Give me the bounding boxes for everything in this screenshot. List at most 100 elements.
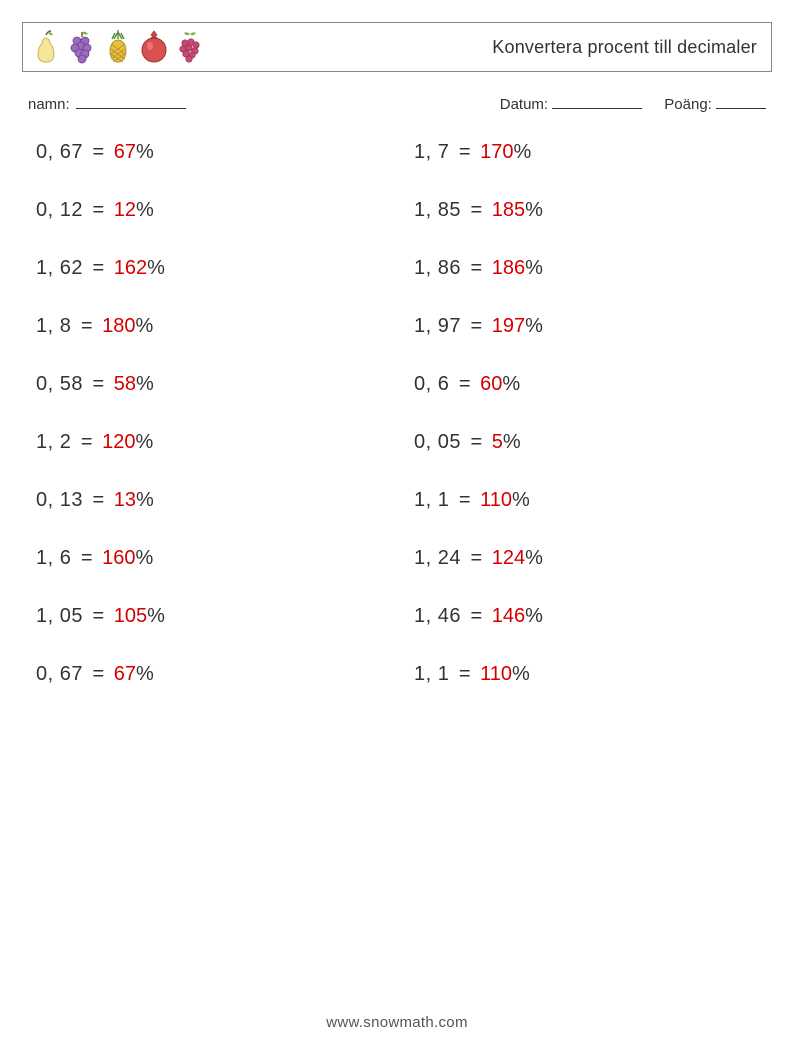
- decimal-value: 0, 6: [414, 373, 449, 395]
- percent-sign: %: [503, 431, 521, 453]
- percent-sign: %: [512, 663, 530, 685]
- equals-sign: =: [87, 257, 110, 279]
- decimal-value: 1, 97: [414, 315, 461, 337]
- answer-value: 67: [114, 663, 136, 685]
- date-label: Datum:: [500, 96, 548, 113]
- decimal-value: 1, 05: [36, 605, 83, 627]
- problems-grid: 0, 67 = 67%1, 7 = 170%0, 12 = 12%1, 85 =…: [22, 141, 772, 686]
- percent-sign: %: [525, 547, 543, 569]
- equals-sign: =: [465, 199, 488, 221]
- problem-cell: 0, 67 = 67%: [36, 141, 394, 164]
- percent-sign: %: [136, 489, 154, 511]
- equals-sign: =: [87, 141, 110, 163]
- decimal-value: 1, 62: [36, 257, 83, 279]
- info-line: namn: Datum: Poäng:: [22, 94, 772, 113]
- equals-sign: =: [453, 373, 476, 395]
- grapes-icon: [67, 29, 97, 65]
- answer-value: 67: [114, 141, 136, 163]
- decimal-value: 0, 05: [414, 431, 461, 453]
- header-bar: Konvertera procent till decimaler: [22, 22, 772, 72]
- answer-value: 13: [114, 489, 136, 511]
- answer-value: 58: [114, 373, 136, 395]
- problem-cell: 1, 97 = 197%: [414, 315, 772, 338]
- answer-value: 120: [102, 431, 135, 453]
- answer-value: 197: [492, 315, 525, 337]
- percent-sign: %: [502, 373, 520, 395]
- problem-cell: 1, 7 = 170%: [414, 141, 772, 164]
- pomegranate-icon: [139, 29, 169, 65]
- score-field: Poäng:: [664, 94, 766, 113]
- answer-value: 110: [480, 663, 512, 685]
- percent-sign: %: [136, 547, 154, 569]
- percent-sign: %: [514, 141, 532, 163]
- problem-cell: 0, 67 = 67%: [36, 663, 394, 686]
- answer-value: 12: [114, 199, 136, 221]
- equals-sign: =: [465, 547, 488, 569]
- page-title: Konvertera procent till decimaler: [492, 37, 757, 58]
- equals-sign: =: [465, 315, 488, 337]
- footer-url: www.snowmath.com: [0, 1014, 794, 1031]
- answer-value: 162: [114, 257, 147, 279]
- equals-sign: =: [87, 489, 110, 511]
- problem-cell: 1, 05 = 105%: [36, 605, 394, 628]
- problem-cell: 0, 58 = 58%: [36, 373, 394, 396]
- equals-sign: =: [465, 257, 488, 279]
- percent-sign: %: [525, 605, 543, 627]
- problem-cell: 0, 12 = 12%: [36, 199, 394, 222]
- answer-value: 105: [114, 605, 147, 627]
- percent-sign: %: [525, 199, 543, 221]
- equals-sign: =: [75, 431, 98, 453]
- percent-sign: %: [136, 199, 154, 221]
- decimal-value: 1, 46: [414, 605, 461, 627]
- name-field: namn:: [28, 94, 186, 113]
- problem-cell: 1, 46 = 146%: [414, 605, 772, 628]
- problem-cell: 1, 24 = 124%: [414, 547, 772, 570]
- equals-sign: =: [465, 431, 488, 453]
- answer-value: 60: [480, 373, 502, 395]
- problem-cell: 1, 85 = 185%: [414, 199, 772, 222]
- answer-value: 5: [492, 431, 503, 453]
- decimal-value: 0, 13: [36, 489, 83, 511]
- equals-sign: =: [87, 605, 110, 627]
- percent-sign: %: [147, 257, 165, 279]
- equals-sign: =: [75, 547, 98, 569]
- problem-cell: 1, 86 = 186%: [414, 257, 772, 280]
- problem-cell: 1, 2 = 120%: [36, 431, 394, 454]
- answer-value: 160: [102, 547, 135, 569]
- problem-cell: 1, 8 = 180%: [36, 315, 394, 338]
- equals-sign: =: [453, 141, 476, 163]
- problem-cell: 0, 6 = 60%: [414, 373, 772, 396]
- decimal-value: 1, 7: [414, 141, 449, 163]
- percent-sign: %: [136, 373, 154, 395]
- decimal-value: 1, 85: [414, 199, 461, 221]
- answer-value: 170: [480, 141, 513, 163]
- date-blank: [552, 94, 642, 109]
- score-label: Poäng:: [664, 96, 712, 113]
- equals-sign: =: [75, 315, 98, 337]
- decimal-value: 1, 1: [414, 663, 449, 685]
- decimal-value: 0, 12: [36, 199, 83, 221]
- percent-sign: %: [525, 315, 543, 337]
- raspberry-icon: [175, 29, 205, 65]
- decimal-value: 0, 67: [36, 663, 83, 685]
- decimal-value: 0, 67: [36, 141, 83, 163]
- answer-value: 186: [492, 257, 525, 279]
- percent-sign: %: [525, 257, 543, 279]
- percent-sign: %: [136, 663, 154, 685]
- pear-icon: [31, 29, 61, 65]
- fruit-icon-row: [31, 29, 205, 65]
- decimal-value: 1, 2: [36, 431, 71, 453]
- problem-cell: 0, 05 = 5%: [414, 431, 772, 454]
- name-blank: [76, 94, 186, 109]
- problem-cell: 1, 62 = 162%: [36, 257, 394, 280]
- problem-cell: 1, 6 = 160%: [36, 547, 394, 570]
- worksheet-page: Konvertera procent till decimaler namn: …: [0, 0, 794, 1053]
- percent-sign: %: [512, 489, 530, 511]
- percent-sign: %: [136, 431, 154, 453]
- problem-cell: 0, 13 = 13%: [36, 489, 394, 512]
- percent-sign: %: [136, 315, 154, 337]
- answer-value: 185: [492, 199, 525, 221]
- answer-value: 146: [492, 605, 525, 627]
- decimal-value: 1, 6: [36, 547, 71, 569]
- decimal-value: 1, 86: [414, 257, 461, 279]
